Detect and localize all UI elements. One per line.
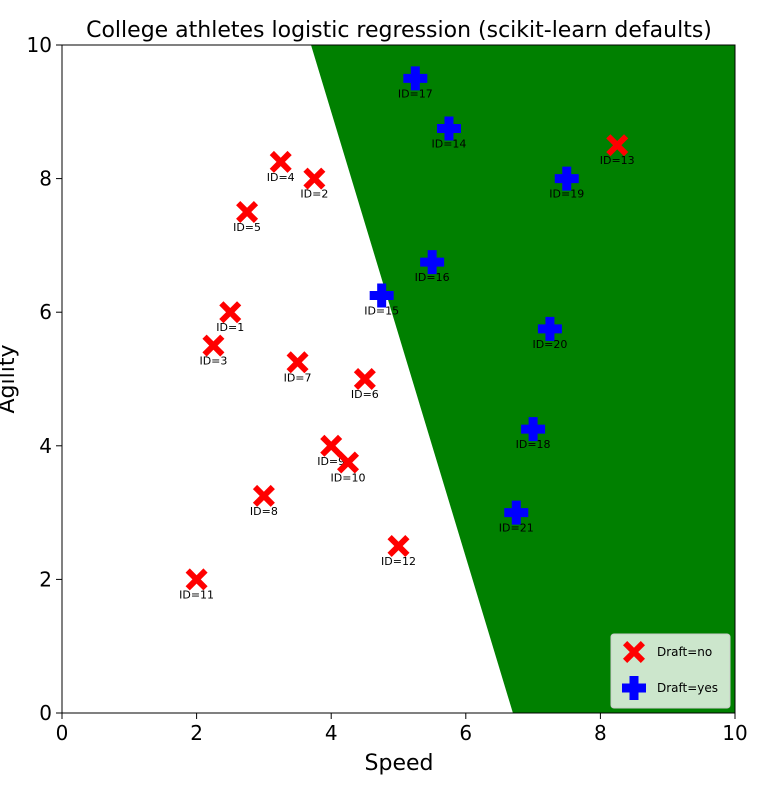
- point-label: ID=11: [179, 588, 214, 601]
- draft-yes-point: [403, 66, 428, 91]
- x-axis-label: Speed: [365, 751, 434, 776]
- point-label: ID=17: [398, 87, 433, 100]
- point-label: ID=10: [331, 472, 366, 485]
- legend-draft-yes-marker: [622, 676, 646, 700]
- draft-yes-point: [537, 316, 562, 341]
- draft-yes-point: [554, 166, 579, 191]
- legend-entry-label: Draft=yes: [657, 681, 718, 695]
- draft-no-point: [320, 434, 343, 457]
- y-tick-label: 4: [39, 434, 52, 458]
- plot-area: 0 2 4 6 8 10 0 2 4 6 8 10 ID=1 ID=2 ID=3 ID=4 ID=5 ID=6 ID…: [27, 33, 748, 745]
- y-tick-label: 6: [39, 300, 52, 324]
- point-label: ID=18: [516, 438, 551, 451]
- draft-yes-point: [521, 417, 546, 442]
- draft-yes-point: [369, 283, 394, 308]
- x-tick-label: 8: [594, 721, 607, 745]
- plot-frame: [61, 44, 736, 714]
- y-tick-label: 0: [39, 701, 52, 725]
- draft-no-point: [353, 368, 376, 390]
- x-tick-label: 4: [325, 721, 338, 745]
- x-tick-label: 10: [722, 721, 747, 745]
- draft-no-point: [236, 201, 259, 223]
- decision-region: [311, 45, 735, 713]
- point-label: ID=1: [216, 321, 244, 334]
- x-tick-label: 0: [56, 721, 69, 745]
- point-label: ID=13: [600, 154, 635, 167]
- draft-no-point: [219, 301, 242, 324]
- point-label: ID=9: [317, 455, 345, 468]
- draft-no-point: [606, 134, 629, 157]
- point-label: ID=7: [284, 371, 312, 384]
- point-label: ID=12: [381, 555, 416, 568]
- point-label: ID=14: [432, 138, 467, 151]
- point-label: ID=5: [233, 221, 261, 234]
- draft-yes-point: [420, 250, 445, 275]
- point-label: ID=6: [351, 388, 379, 401]
- y-axis-label: Agility: [0, 345, 20, 414]
- draft-no-point: [202, 334, 225, 357]
- draft-no-point: [269, 150, 292, 173]
- draft-yes-point: [436, 116, 461, 141]
- point-label: ID=3: [199, 355, 227, 368]
- point-label: ID=4: [267, 171, 295, 184]
- draft-no-point: [303, 167, 326, 190]
- y-tick-label: 10: [27, 33, 52, 57]
- draft-yes-point: [504, 500, 529, 525]
- draft-no-point: [252, 484, 275, 507]
- x-tick-label: 6: [459, 721, 472, 745]
- chart-title: College athletes logistic regression (sc…: [86, 18, 712, 43]
- draft-no-point: [387, 535, 410, 557]
- point-label: ID=16: [415, 271, 450, 284]
- legend: Draft=no Draft=yes: [610, 633, 731, 709]
- point-label: ID=20: [532, 338, 567, 351]
- point-label: ID=2: [300, 188, 328, 201]
- y-tick-label: 8: [39, 167, 52, 191]
- legend-entry-label: Draft=no: [657, 645, 712, 659]
- draft-no-point: [286, 351, 309, 374]
- draft-no-point: [185, 568, 208, 591]
- x-tick-label: 2: [190, 721, 203, 745]
- point-label: ID=8: [250, 505, 278, 518]
- point-label: ID=19: [549, 188, 584, 201]
- draft-no-point: [337, 451, 360, 474]
- point-label: ID=15: [364, 305, 399, 318]
- point-label: ID=21: [499, 522, 534, 535]
- y-tick-label: 2: [39, 567, 52, 591]
- legend-draft-no-marker: [623, 641, 645, 663]
